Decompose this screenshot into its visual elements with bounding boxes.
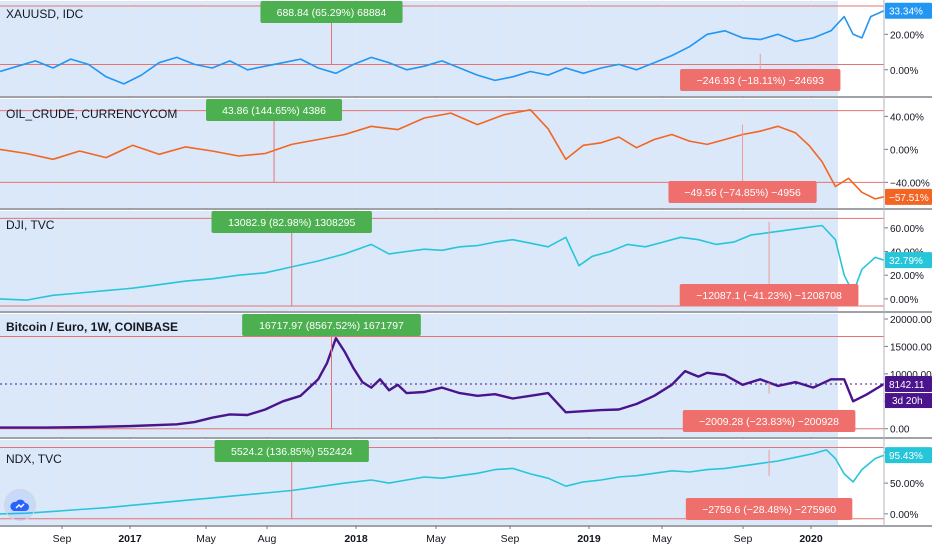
panel-title-oil: OIL_CRUDE, CURRENCYCOM xyxy=(6,107,178,121)
time-tick-label: Aug xyxy=(258,533,277,545)
measure-label: 5524.2 (136.85%) 552424 xyxy=(231,446,353,458)
time-tick-label: May xyxy=(652,533,673,545)
axis-tick-label: 50.00% xyxy=(890,479,924,490)
axis-tick-label: 0.00% xyxy=(890,295,918,306)
axis-tick-label: 0.00% xyxy=(890,510,918,521)
axis-tick-label: 0.00 xyxy=(890,425,910,436)
axis-tick-label: 10000.00 xyxy=(890,370,932,381)
panel-title-dji: DJI, TVC xyxy=(6,218,55,232)
measure-label: 688.84 (65.29%) 68884 xyxy=(277,7,387,19)
axis-tick-label: 60.00% xyxy=(890,224,924,235)
time-tick-label: 2018 xyxy=(344,533,368,545)
axis-tick-label: 20.00% xyxy=(890,271,924,282)
series-line xyxy=(0,109,885,200)
measure-label: 16717.97 (8567.52%) 1671797 xyxy=(259,320,404,332)
time-tick-label: 2020 xyxy=(799,533,823,545)
time-axis: Sep 2017 May Aug 2018 May Sep 2019 May Sep 2020 xyxy=(53,526,823,545)
panel-title-ndx: NDX, TVC xyxy=(6,452,62,466)
chart-panel-3: 20000.0015000.0010000.005000.000.008142.… xyxy=(0,313,932,439)
countdown-label: 3d 20h xyxy=(892,396,923,407)
measure-box xyxy=(668,181,817,203)
measure-box xyxy=(682,410,856,432)
axis-tick-label: 20000.00 xyxy=(890,315,932,326)
series-line xyxy=(0,449,885,515)
time-tick-label: May xyxy=(196,533,217,545)
last-value-badge xyxy=(885,447,932,464)
tradingview-cloud-icon[interactable] xyxy=(5,490,35,520)
last-value-label: −57.51% xyxy=(889,193,929,204)
last-value-label: 95.43% xyxy=(889,451,923,462)
measure-label: −246.93 (−18.11%) −24693 xyxy=(697,75,825,87)
countdown-badge xyxy=(885,393,932,409)
measure-box xyxy=(680,69,841,91)
measure-label: −49.56 (−74.85%) −4956 xyxy=(684,187,801,199)
axis-tick-label: 20.00% xyxy=(890,30,924,41)
chart-panel-1: 40.00% 0.00% −40.00% −57.51% 43.86 (144.65%)… xyxy=(0,98,932,210)
measure-box xyxy=(685,498,853,520)
measure-label: 43.86 (144.65%) 4386 xyxy=(222,105,326,117)
measure-box xyxy=(214,440,369,462)
measure-label: −12087.1 (−41.23%) −1208708 xyxy=(696,290,842,302)
chart-panel-0: 20.00% 0.00% 33.34% 688.84 (65.29%) 68884 −2… xyxy=(0,0,932,98)
last-value-badge xyxy=(885,376,932,393)
time-tick-label: 2017 xyxy=(118,533,142,545)
last-value-badge xyxy=(885,252,932,269)
chart-panel-4: 100.00%50.00%0.00%95.43%5524.2 (136.85%)… xyxy=(0,439,932,527)
measure-box xyxy=(260,1,403,23)
time-tick-label: Sep xyxy=(734,533,753,545)
chart-panel-2: 60.00%40.00%20.00%0.00%32.79%13082.9 (82… xyxy=(0,210,932,313)
time-tick-label: May xyxy=(426,533,447,545)
panel-title-xauusd: XAUUSD, IDC xyxy=(6,7,84,21)
axis-tick-label: 0.00% xyxy=(890,145,918,156)
last-value-badge xyxy=(885,2,932,19)
series-line xyxy=(0,9,885,85)
axis-tick-label: 0.00% xyxy=(890,66,918,77)
axis-tick-label: 40.00% xyxy=(890,112,924,123)
panel-title-bitcoin: Bitcoin / Euro, 1W, COINBASE xyxy=(6,320,179,334)
axis-tick-label: 15000.00 xyxy=(890,342,932,353)
last-value-badge xyxy=(885,188,932,205)
measure-label: −2759.6 (−28.48%) −275960 xyxy=(702,504,836,516)
axis-tick-label: −40.00% xyxy=(890,178,930,189)
last-value-label: 32.79% xyxy=(889,256,923,267)
measure-label: −2009.28 (−23.83%) −200928 xyxy=(699,416,839,428)
time-tick-label: Sep xyxy=(501,533,520,545)
measure-box xyxy=(206,99,343,121)
last-value-label: 33.34% xyxy=(889,7,923,18)
series-line xyxy=(0,337,885,429)
last-value-label: 8142.11 xyxy=(889,380,925,391)
measure-box xyxy=(679,284,859,306)
time-tick-label: Sep xyxy=(53,533,72,545)
series-line xyxy=(0,224,885,301)
measure-label: 13082.9 (82.98%) 1308295 xyxy=(228,217,355,229)
measure-box xyxy=(242,314,421,336)
measure-box xyxy=(211,211,372,233)
time-tick-label: 2019 xyxy=(577,533,601,545)
